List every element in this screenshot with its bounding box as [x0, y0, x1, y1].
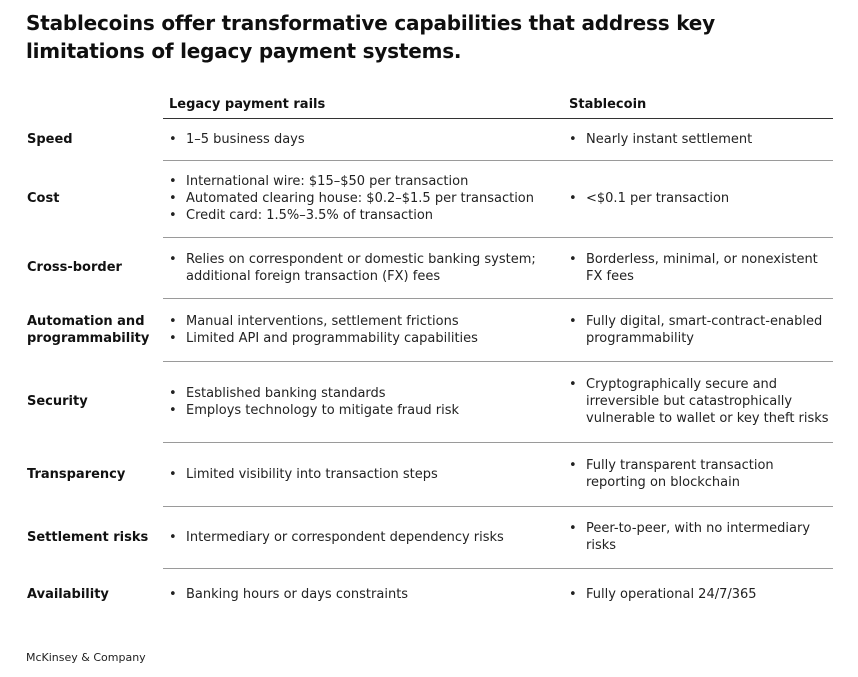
- row-divider: [163, 442, 833, 443]
- header-divider: [163, 118, 833, 119]
- column-header-stablecoin: Stablecoin: [569, 97, 647, 112]
- row-divider: [163, 237, 833, 238]
- bullet-item: • Fully digital, smart-contract-enabled p…: [569, 313, 831, 347]
- bullet-item: • Banking hours or days constraints: [169, 586, 549, 603]
- bullet-item: • Fully transparent transaction reporting…: [569, 457, 831, 491]
- bullet-item: • Limited API and programmability capabil…: [169, 330, 549, 347]
- cell-legacy: • Banking hours or days constraints: [169, 586, 549, 603]
- cell-stablecoin: • Borderless, minimal, or nonexistent FX …: [569, 251, 831, 285]
- bullet-text: Fully transparent transaction reporting …: [586, 458, 774, 490]
- bullet-icon: •: [569, 377, 577, 392]
- bullet-text: International wire: $15–$50 per transact…: [186, 174, 469, 189]
- bullet-icon: •: [569, 191, 577, 206]
- bullet-icon: •: [169, 252, 177, 267]
- bullet-icon: •: [169, 174, 177, 189]
- bullet-text: Limited visibility into transaction step…: [186, 467, 438, 482]
- bullet-icon: •: [169, 403, 177, 418]
- cell-legacy: • Limited visibility into transaction ste…: [169, 466, 549, 483]
- bullet-icon: •: [169, 386, 177, 401]
- bullet-item: • Credit card: 1.5%–3.5% of transaction: [169, 207, 549, 224]
- row-label: Availability: [27, 587, 109, 602]
- row-label: Settlement risks: [27, 530, 149, 545]
- bullet-text: Borderless, minimal, or nonexistent FX f…: [586, 252, 818, 284]
- bullet-text: Employs technology to mitigate fraud ris…: [186, 403, 459, 418]
- bullet-text: Fully operational 24/7/365: [586, 587, 757, 602]
- row-divider: [163, 160, 833, 161]
- cell-legacy: • 1–5 business days: [169, 131, 549, 148]
- cell-stablecoin: • Peer-to-peer, with no intermediary risk…: [569, 520, 831, 554]
- column-header-legacy: Legacy payment rails: [169, 97, 326, 112]
- bullet-icon: •: [569, 252, 577, 267]
- cell-stablecoin: • Fully digital, smart-contract-enabled p…: [569, 313, 831, 347]
- bullet-text: Limited API and programmability capabili…: [186, 331, 478, 346]
- bullet-text: Fully digital, smart-contract-enabled pr…: [586, 314, 823, 346]
- bullet-text: Automated clearing house: $0.2–$1.5 per …: [186, 191, 534, 206]
- bullet-item: • Peer-to-peer, with no intermediary risk…: [569, 520, 831, 554]
- bullet-item: • Established banking standards: [169, 385, 549, 402]
- bullet-item: • <$0.1 per transaction: [569, 190, 831, 207]
- bullet-icon: •: [569, 458, 577, 473]
- bullet-item: • Borderless, minimal, or nonexistent FX …: [569, 251, 831, 285]
- bullet-icon: •: [169, 467, 177, 482]
- cell-stablecoin: • Fully transparent transaction reporting…: [569, 457, 831, 491]
- cell-legacy: • Relies on correspondent or domestic ban…: [169, 251, 549, 285]
- bullet-item: • Employs technology to mitigate fraud ri…: [169, 402, 549, 419]
- row-divider: [163, 361, 833, 362]
- bullet-item: • Cryptographically secure and irreversib…: [569, 376, 831, 427]
- bullet-icon: •: [169, 530, 177, 545]
- bullet-text: Banking hours or days constraints: [186, 587, 409, 602]
- row-divider: [163, 298, 833, 299]
- bullet-icon: •: [169, 587, 177, 602]
- bullet-icon: •: [169, 314, 177, 329]
- bullet-text: Peer-to-peer, with no intermediary risks: [586, 521, 811, 553]
- bullet-item: • Limited visibility into transaction ste…: [169, 466, 549, 483]
- row-label: Speed: [27, 132, 73, 147]
- bullet-item: • 1–5 business days: [169, 131, 549, 148]
- bullet-item: • Intermediary or correspondent dependenc…: [169, 529, 549, 546]
- cell-stablecoin: • <$0.1 per transaction: [569, 190, 831, 207]
- bullet-icon: •: [169, 132, 177, 147]
- bullet-text: Established banking standards: [186, 386, 386, 401]
- bullet-text: Credit card: 1.5%–3.5% of transaction: [186, 208, 434, 223]
- bullet-icon: •: [569, 587, 577, 602]
- cell-legacy: • Established banking standards • Employs t…: [169, 385, 549, 419]
- bullet-text: Nearly instant settlement: [586, 132, 753, 147]
- bullet-icon: •: [569, 314, 577, 329]
- bullet-item: • Manual interventions, settlement fricti…: [169, 313, 549, 330]
- bullet-text: Cryptographically secure and irreversibl…: [586, 377, 829, 426]
- page-title: Stablecoins offer transformative capabil…: [26, 11, 715, 63]
- bullet-text: <$0.1 per transaction: [586, 191, 730, 206]
- bullet-icon: •: [569, 132, 577, 147]
- cell-legacy: • Intermediary or correspondent dependenc…: [169, 529, 549, 546]
- bullet-icon: •: [169, 191, 177, 206]
- footer-source: McKinsey & Company: [26, 651, 146, 664]
- row-label: Cross-border: [27, 260, 122, 275]
- bullet-item: • Nearly instant settlement: [569, 131, 831, 148]
- cell-stablecoin: • Cryptographically secure and irreversib…: [569, 376, 831, 427]
- bullet-icon: •: [169, 331, 177, 346]
- row-label: Transparency: [27, 467, 126, 482]
- cell-legacy: • Manual interventions, settlement fricti…: [169, 313, 549, 347]
- bullet-item: • Relies on correspondent or domestic ban…: [169, 251, 549, 285]
- bullet-item: • Fully operational 24/7/365: [569, 586, 831, 603]
- row-divider: [163, 506, 833, 507]
- bullet-icon: •: [569, 521, 577, 536]
- bullet-item: • Automated clearing house: $0.2–$1.5 per…: [169, 190, 549, 207]
- bullet-text: 1–5 business days: [186, 132, 305, 147]
- bullet-text: Intermediary or correspondent dependency…: [186, 530, 504, 545]
- cell-legacy: • International wire: $15–$50 per transac…: [169, 173, 549, 224]
- row-label: Automation and programmability: [27, 314, 150, 346]
- bullet-text: Relies on correspondent or domestic bank…: [186, 252, 536, 284]
- cell-stablecoin: • Nearly instant settlement: [569, 131, 831, 148]
- row-divider: [163, 568, 833, 569]
- bullet-item: • International wire: $15–$50 per transac…: [169, 173, 549, 190]
- bullet-icon: •: [169, 208, 177, 223]
- row-label: Security: [27, 394, 88, 409]
- cell-stablecoin: • Fully operational 24/7/365: [569, 586, 831, 603]
- bullet-text: Manual interventions, settlement frictio…: [186, 314, 459, 329]
- row-label: Cost: [27, 191, 60, 206]
